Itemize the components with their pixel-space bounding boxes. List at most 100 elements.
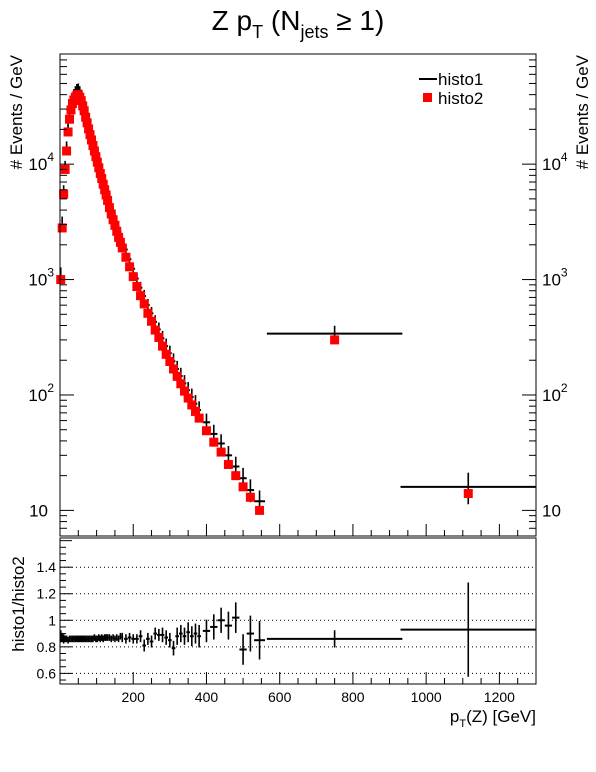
histo2-point (161, 349, 171, 359)
title-sub: T (252, 22, 263, 42)
histo2-point (82, 118, 92, 128)
ratio-grid (60, 566, 536, 674)
xlabel-rest: (Z) [GeV] (466, 707, 536, 726)
top-frame (59, 53, 537, 537)
histo2-point (100, 185, 110, 195)
histo2-point (231, 471, 241, 481)
histo2-point (223, 459, 233, 469)
ratio-xtick-label: 800 (341, 689, 365, 705)
ratio-panel: 0.6 0.8 1 1.2 1.4 200 400 600 800 1000 1200 histo1… (9, 537, 537, 730)
tick-base: 10 (542, 386, 561, 405)
histo2-point (172, 371, 182, 381)
top-ytick-label-left: 10 (29, 501, 48, 520)
ratio-xtick-label: 200 (122, 689, 146, 705)
histo2-point (132, 282, 142, 292)
tick-base: 10 (28, 271, 47, 290)
histo2-point (95, 168, 105, 178)
histo2-point (165, 357, 175, 367)
histo2-point (176, 379, 186, 389)
xlabel-sub: T (459, 718, 466, 730)
top-ytick-label-left: 102 (28, 381, 54, 405)
histo2-point (106, 209, 116, 219)
ratio-frame (59, 537, 537, 685)
histo2-point (150, 325, 160, 335)
top-ytick-label-right: 104 (542, 150, 568, 174)
histo2-point (190, 406, 200, 416)
top-ytick-label-left: 103 (28, 266, 54, 290)
histo2-point (125, 262, 135, 272)
top-ytick-label-right: 103 (542, 266, 568, 290)
ratio-xtick-label: 400 (195, 689, 219, 705)
legend-histo2-label: histo2 (438, 89, 483, 108)
histo2-point (89, 146, 99, 156)
ratio-ylabel: histo1/histo2 (9, 556, 28, 651)
histo2-point (88, 141, 98, 151)
ratio-xtick-label: 1200 (484, 689, 515, 705)
top-ylabel-left: # Events / GeV (7, 54, 26, 169)
ratio-data-layer (59, 582, 536, 677)
histo2-point (187, 400, 197, 410)
histo2-point (94, 163, 104, 173)
histo2-point (169, 364, 179, 374)
tick-base: 10 (542, 501, 561, 520)
histo2-point (59, 189, 69, 199)
histo2-point (117, 243, 127, 253)
histo2-point (66, 105, 76, 115)
ratio-ytick-label: 1.2 (37, 586, 57, 602)
title-open: (N (263, 5, 300, 36)
histo2-point (154, 332, 164, 342)
histo2-point (158, 341, 168, 351)
ratio-ytick-label: 0.6 (37, 665, 57, 681)
top-data-layer (56, 83, 536, 515)
title-sub2: jets (299, 22, 328, 42)
histo2-point (104, 203, 114, 213)
histo2-point (101, 190, 111, 200)
top-ytick-label-left: 104 (28, 150, 54, 174)
tick-base: 10 (28, 155, 47, 174)
histo2-point (112, 226, 122, 236)
histo2-point (245, 492, 255, 502)
histo2-point (179, 386, 189, 396)
ratio-xtick-label: 1000 (411, 689, 442, 705)
histo2-point (114, 232, 124, 242)
histo2-point (115, 237, 125, 247)
ratio-ytick-label: 1 (48, 612, 56, 628)
histo2-point (238, 482, 248, 492)
top-ytick-label-right: 10 (542, 501, 561, 520)
histo2-point (201, 426, 211, 436)
legend: histo1 histo2 (419, 70, 483, 108)
histo2-point (255, 505, 265, 515)
legend-histo1-label: histo1 (438, 70, 483, 89)
histo2-point (57, 223, 67, 233)
main-chart-title: Z pT (Njets ≥ 1) (212, 5, 385, 42)
histo2-point (110, 220, 120, 230)
histo2-point (216, 447, 226, 457)
histo2-point (84, 124, 94, 134)
histo2-point (139, 299, 149, 309)
histo2-point (463, 489, 473, 499)
top-ylabel-right: # Events / GeV (573, 54, 592, 169)
histo2-point (91, 152, 101, 162)
histo2-point (85, 130, 95, 140)
histo2-point (65, 114, 75, 124)
ratio-ytick-label: 1.4 (37, 559, 57, 575)
tick-exponent: 3 (561, 266, 568, 280)
ratio-xlabel: pT(Z) [GeV] (450, 707, 536, 730)
histo2-point (147, 316, 157, 326)
histo2-point (63, 127, 73, 137)
ratio-ytick-label: 0.8 (37, 639, 57, 655)
histo2-point (194, 413, 204, 423)
xlabel-main: p (450, 707, 459, 726)
histo2-point (103, 195, 113, 205)
tick-base: 10 (542, 155, 561, 174)
histo2-point (330, 335, 340, 345)
ratio-axes: 0.6 0.8 1 1.2 1.4 200 400 600 800 1000 1200 (37, 540, 537, 705)
tick-exponent: 2 (47, 381, 54, 395)
histo2-point (92, 157, 102, 167)
tick-base: 10 (28, 386, 47, 405)
histo2-point (108, 215, 118, 225)
tick-exponent: 3 (47, 266, 54, 280)
tick-base: 10 (542, 271, 561, 290)
